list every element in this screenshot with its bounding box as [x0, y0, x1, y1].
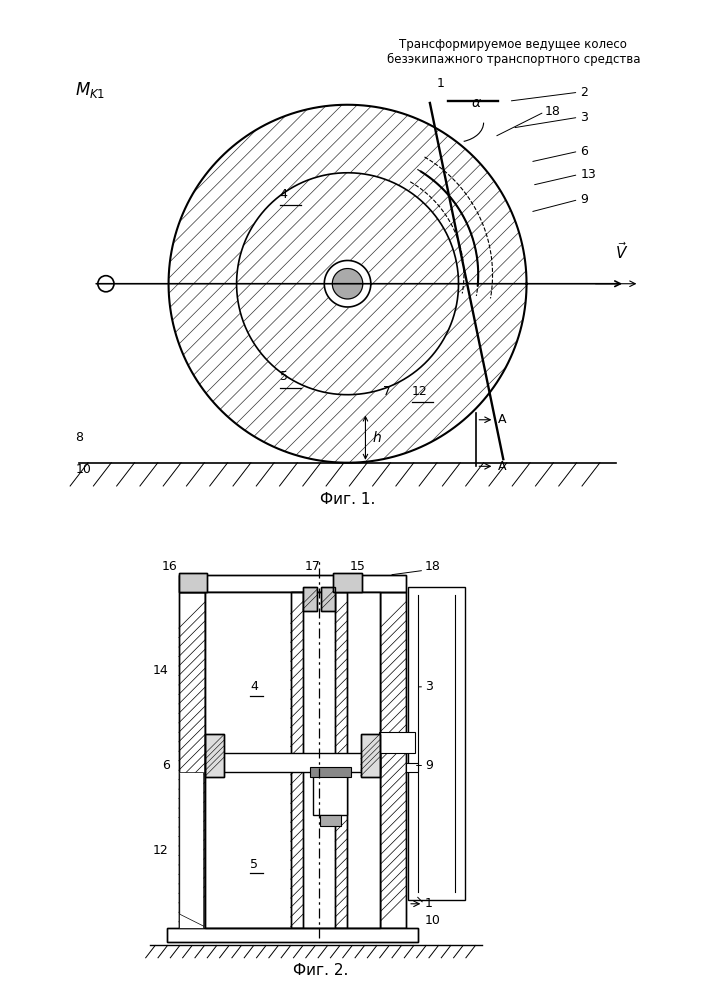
- Bar: [314, 772, 347, 815]
- Text: 6: 6: [162, 759, 170, 772]
- Polygon shape: [168, 105, 526, 463]
- Polygon shape: [237, 173, 458, 395]
- Text: 7: 7: [384, 385, 391, 398]
- Text: 12: 12: [153, 844, 168, 857]
- Bar: [361, 734, 380, 777]
- Bar: [168, 928, 418, 942]
- Text: 9: 9: [425, 759, 433, 772]
- Text: 8: 8: [76, 431, 83, 444]
- Bar: [406, 763, 418, 772]
- Text: 18: 18: [425, 560, 441, 573]
- Text: A: A: [498, 413, 506, 426]
- Text: 1: 1: [437, 77, 445, 90]
- Bar: [303, 587, 317, 611]
- Bar: [379, 732, 415, 753]
- Bar: [320, 815, 341, 826]
- Text: 18: 18: [545, 105, 560, 118]
- Text: 3: 3: [425, 680, 433, 693]
- Bar: [309, 767, 352, 777]
- Text: Фиг. 2.: Фиг. 2.: [293, 963, 349, 978]
- Text: $M_{K1}$: $M_{K1}$: [76, 80, 106, 100]
- Bar: [321, 587, 335, 611]
- Bar: [205, 592, 380, 928]
- Bar: [179, 575, 406, 592]
- Text: 1: 1: [425, 897, 433, 910]
- Text: A: A: [498, 460, 506, 473]
- Text: 4: 4: [279, 188, 287, 201]
- Text: 10: 10: [76, 463, 91, 476]
- Bar: [335, 592, 347, 928]
- Text: 5: 5: [250, 857, 258, 870]
- Text: 16: 16: [162, 560, 178, 573]
- Text: $\vec{V}$: $\vec{V}$: [615, 241, 628, 262]
- Text: 3: 3: [580, 111, 588, 124]
- Bar: [179, 573, 207, 592]
- Text: 2: 2: [580, 86, 588, 99]
- Text: 17: 17: [305, 560, 321, 573]
- Bar: [333, 573, 361, 592]
- Text: Фиг. 1.: Фиг. 1.: [320, 492, 375, 507]
- Bar: [205, 734, 225, 777]
- Polygon shape: [324, 260, 371, 307]
- Bar: [380, 592, 406, 928]
- Bar: [291, 592, 303, 928]
- Bar: [361, 734, 380, 777]
- Text: 10: 10: [425, 914, 441, 927]
- Bar: [179, 575, 406, 592]
- Bar: [168, 928, 418, 942]
- Text: 12: 12: [412, 385, 428, 398]
- Bar: [303, 587, 317, 611]
- Text: Трансформируемое ведущее колесо
безэкипажного транспортного средства: Трансформируемое ведущее колесо безэкипа…: [386, 38, 640, 66]
- Text: 15: 15: [349, 560, 365, 573]
- Text: 14: 14: [153, 664, 168, 677]
- Text: 6: 6: [580, 145, 588, 158]
- Bar: [321, 587, 335, 611]
- Bar: [408, 587, 465, 900]
- Bar: [333, 573, 361, 592]
- Bar: [335, 592, 347, 928]
- Bar: [179, 592, 205, 928]
- Bar: [380, 592, 406, 928]
- Bar: [205, 734, 225, 777]
- Text: $\alpha$: $\alpha$: [471, 96, 482, 110]
- Text: 9: 9: [580, 193, 588, 206]
- Text: 5: 5: [279, 370, 287, 383]
- Bar: [179, 772, 203, 928]
- Bar: [179, 592, 205, 928]
- Bar: [179, 573, 207, 592]
- Bar: [205, 592, 380, 928]
- Text: h: h: [373, 431, 381, 445]
- Text: 4: 4: [250, 680, 258, 693]
- Text: 13: 13: [580, 168, 596, 181]
- Bar: [205, 753, 380, 772]
- Polygon shape: [332, 269, 363, 299]
- Bar: [291, 592, 303, 928]
